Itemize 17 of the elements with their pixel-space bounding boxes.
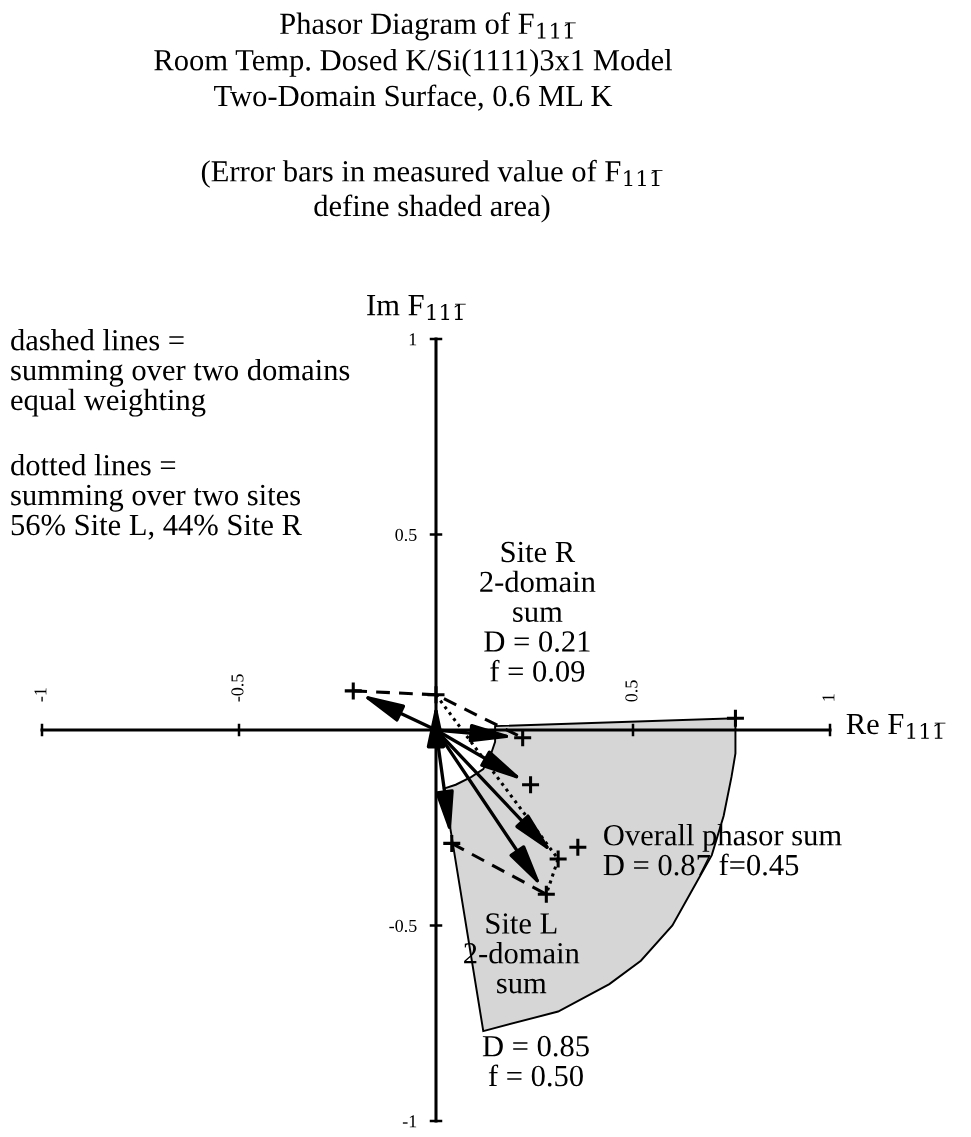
chart-subtitle: Room Temp. Dosed K/Si(1111)3x1 Model Two-Domain Surface, 0.6 ML K <box>154 49 673 111</box>
x-tick-label: -1 <box>34 688 47 702</box>
chart-title: Phasor Diagram of F$_{111̅}$ <box>280 12 576 41</box>
x-tick-label: 0.5 <box>625 680 638 702</box>
y-tick-label: -0.5 <box>389 919 417 933</box>
annotation: dotted lines = summing over two sites 56% Site L, 44% Site R <box>11 454 302 540</box>
text: (Error bars in measured value of F$_{111̅}$ define shaded area) <box>201 159 663 223</box>
annotation: Site R 2-domain sum D = 0.21 f = 0.09 <box>480 541 596 682</box>
y-axis-title: Im F$_{111̅}$ <box>367 295 466 320</box>
x-tick-label: 1 <box>822 694 835 701</box>
y-tick-label: 1 <box>409 333 417 346</box>
x-tick-label: -0.5 <box>231 674 244 702</box>
annotation: D = 0.85 f = 0.50 <box>482 1035 589 1087</box>
y-tick-label: 0.5 <box>395 528 417 542</box>
x-axis-title: Re F$_{111̅}$ <box>846 714 946 739</box>
annotation: dashed lines = summing over two domains equal weighting <box>11 329 350 417</box>
y-tick-label: -1 <box>402 1115 417 1128</box>
